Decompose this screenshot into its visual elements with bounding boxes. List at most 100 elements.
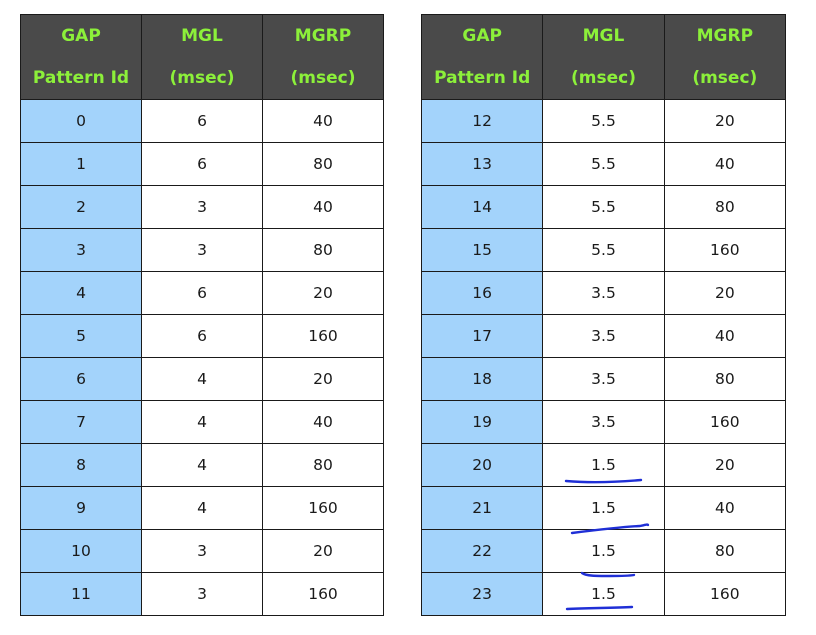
pattern-id-cell: 6 (20, 357, 142, 401)
pattern-id-cell: 1 (20, 142, 142, 186)
mgrp-cell: 20 (663, 99, 787, 143)
mgrp-cell: 20 (262, 271, 384, 315)
pattern-id-cell: 5 (20, 314, 142, 358)
header-line: (msec) (692, 68, 758, 88)
table-header-row: GAP Pattern Id MGL (msec) MGRP (msec) (20, 14, 384, 100)
pattern-id-cell: 22 (420, 529, 544, 573)
mgrp-cell: 40 (663, 486, 787, 530)
header-gap-pattern-id: GAP Pattern Id (20, 14, 142, 100)
pattern-id-cell: 18 (420, 357, 544, 401)
table-row: 15 5.5 160 (420, 228, 787, 272)
mgl-cell: 6 (141, 314, 263, 358)
table-header-row: GAP Pattern Id MGL (msec) MGRP (msec) (420, 14, 787, 100)
mgrp-cell: 80 (663, 185, 787, 229)
table-row: 13 5.5 40 (420, 142, 787, 186)
pattern-id-cell: 10 (20, 529, 142, 573)
mgrp-cell: 80 (262, 228, 384, 272)
table-row: 20 1.5 20 (420, 443, 787, 487)
mgrp-cell: 160 (663, 228, 787, 272)
header-line: MGRP (696, 26, 754, 46)
mgrp-cell: 160 (262, 486, 384, 530)
pattern-id-cell: 0 (20, 99, 142, 143)
table-row: 12 5.5 20 (420, 99, 787, 143)
mgl-cell: 1.5 (542, 529, 665, 573)
pattern-id-cell: 7 (20, 400, 142, 444)
mgl-cell: 3.5 (542, 400, 665, 444)
mgl-cell: 3.5 (542, 357, 665, 401)
table-row: 3 3 80 (20, 228, 384, 272)
pattern-id-cell: 23 (420, 572, 544, 616)
table-row: 18 3.5 80 (420, 357, 787, 401)
mgl-cell: 4 (141, 400, 263, 444)
mgl-cell: 1.5 (542, 443, 665, 487)
pattern-id-cell: 19 (420, 400, 544, 444)
mgrp-cell: 40 (663, 314, 787, 358)
pattern-id-cell: 16 (420, 271, 544, 315)
table-row: 22 1.5 80 (420, 529, 787, 573)
mgrp-cell: 20 (262, 529, 384, 573)
mgrp-cell: 40 (262, 185, 384, 229)
table-row: 1 6 80 (20, 142, 384, 186)
header-line: Pattern Id (32, 68, 130, 88)
table-body: 12 5.5 20 13 5.5 40 14 5.5 80 15 5.5 160 16 3.5 20 17 3.… (420, 99, 787, 616)
mgrp-cell: 20 (663, 443, 787, 487)
header-mgrp: MGRP (msec) (262, 14, 384, 100)
mgrp-cell: 40 (262, 400, 384, 444)
mgl-cell: 5.5 (542, 142, 665, 186)
mgrp-cell: 20 (262, 357, 384, 401)
mgrp-cell: 80 (663, 357, 787, 401)
gap-pattern-table-right: GAP Pattern Id MGL (msec) MGRP (msec) 12… (420, 14, 787, 616)
mgl-cell: 6 (141, 271, 263, 315)
mgl-cell: 4 (141, 357, 263, 401)
header-line: (msec) (571, 68, 636, 88)
mgl-cell: 5.5 (542, 185, 665, 229)
table-body: 0 6 40 1 6 80 2 3 40 3 3 80 4 6 20 5 6 160 6 4 20 7 4 40 8 4 80 9 4 1… (20, 99, 384, 616)
table-row: 2 3 40 (20, 185, 384, 229)
table-row: 19 3.5 160 (420, 400, 787, 444)
table-row: 17 3.5 40 (420, 314, 787, 358)
table-row: 10 3 20 (20, 529, 384, 573)
table-row: 5 6 160 (20, 314, 384, 358)
table-row: 4 6 20 (20, 271, 384, 315)
mgl-cell: 4 (141, 486, 263, 530)
header-line: (msec) (290, 68, 356, 88)
mgl-cell: 1.5 (542, 572, 665, 616)
pattern-id-cell: 13 (420, 142, 544, 186)
table-row: 11 3 160 (20, 572, 384, 616)
pattern-id-cell: 8 (20, 443, 142, 487)
header-line: (msec) (169, 68, 235, 88)
mgl-cell: 3 (141, 529, 263, 573)
mgrp-cell: 20 (663, 271, 787, 315)
mgrp-cell: 160 (663, 400, 787, 444)
mgrp-cell: 160 (663, 572, 787, 616)
pattern-id-cell: 11 (20, 572, 142, 616)
header-gap-pattern-id: GAP Pattern Id (420, 14, 544, 100)
mgl-cell: 3 (141, 185, 263, 229)
mgl-cell: 3.5 (542, 271, 665, 315)
pattern-id-cell: 15 (420, 228, 544, 272)
mgl-cell: 4 (141, 443, 263, 487)
mgrp-cell: 40 (262, 99, 384, 143)
mgl-cell: 5.5 (542, 99, 665, 143)
header-mgl: MGL (msec) (542, 14, 665, 100)
mgrp-cell: 80 (262, 443, 384, 487)
table-row: 23 1.5 160 (420, 572, 787, 616)
mgl-cell: 5.5 (542, 228, 665, 272)
table-row: 9 4 160 (20, 486, 384, 530)
mgl-cell: 3.5 (542, 314, 665, 358)
table-row: 14 5.5 80 (420, 185, 787, 229)
header-line: MGL (181, 26, 223, 46)
mgrp-cell: 160 (262, 572, 384, 616)
header-line: GAP (61, 26, 101, 46)
pattern-id-cell: 21 (420, 486, 544, 530)
mgrp-cell: 80 (262, 142, 384, 186)
header-line: MGRP (294, 26, 352, 46)
table-row: 8 4 80 (20, 443, 384, 487)
pattern-id-cell: 14 (420, 185, 544, 229)
header-mgl: MGL (msec) (141, 14, 263, 100)
mgl-cell: 6 (141, 142, 263, 186)
mgl-cell: 3 (141, 572, 263, 616)
pattern-id-cell: 2 (20, 185, 142, 229)
table-row: 16 3.5 20 (420, 271, 787, 315)
mgrp-cell: 160 (262, 314, 384, 358)
